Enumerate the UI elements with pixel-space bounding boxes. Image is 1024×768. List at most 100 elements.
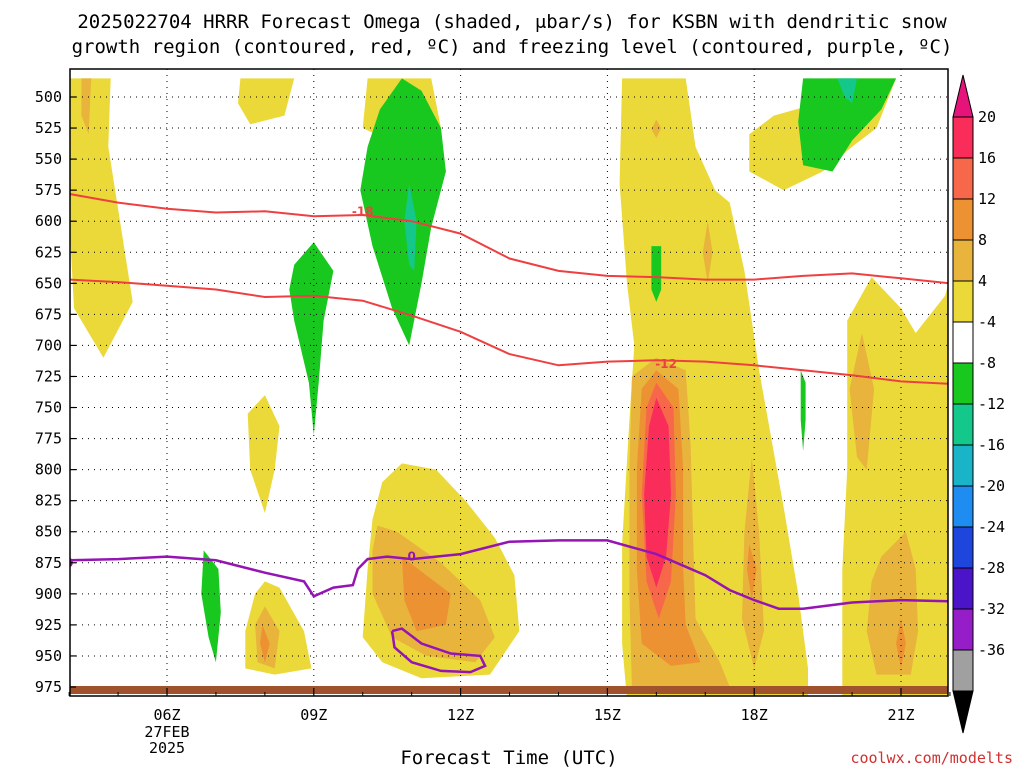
colorbar-label: -12 (978, 395, 1005, 413)
omega-region (81, 78, 92, 135)
colorbar-label: -16 (978, 436, 1005, 454)
omega-region (404, 183, 417, 271)
y-tick-label: 750 (35, 399, 62, 417)
ground-surface (70, 686, 948, 694)
contour-lines: -18-120 0 (70, 193, 948, 674)
y-tick-label: 800 (35, 461, 62, 479)
x-tick-label: 18Z (741, 706, 768, 724)
colorbar-label: -8 (978, 354, 996, 372)
plot-frame (69, 68, 949, 697)
colorbar-bottom-arrow (952, 690, 974, 734)
contour-label: -18 (352, 204, 374, 218)
colorbar-label: 16 (978, 149, 996, 167)
colorbar-label: 20 (978, 108, 996, 126)
y-tick-label: 825 (35, 492, 62, 510)
y-tick-label: 700 (35, 336, 62, 354)
dendritic-contour (70, 193, 948, 285)
colorbar-swatch (952, 403, 974, 446)
y-tick-label: 725 (35, 367, 62, 385)
omega-region (651, 119, 662, 138)
y-tick-label: 550 (35, 150, 62, 168)
omega-region (896, 618, 906, 669)
y-tick-label: 625 (35, 243, 62, 261)
colorbar-swatch (952, 444, 974, 487)
x-tick-label: 06Z (153, 706, 180, 724)
colorbar-label: -24 (978, 518, 1005, 536)
y-tick-label: 950 (35, 647, 62, 665)
colorbar-swatch (952, 649, 974, 692)
colorbar-swatch (952, 280, 974, 323)
colorbar-swatch (952, 362, 974, 405)
y-tick-label: 850 (35, 523, 62, 541)
freezing-level-contour (70, 539, 948, 610)
colorbar-swatch (952, 526, 974, 569)
freezing-level-contour (390, 627, 487, 674)
colorbar-label: -20 (978, 477, 1005, 495)
omega-region (289, 242, 334, 435)
y-tick-label: 875 (35, 554, 62, 572)
colorbar-swatch (952, 608, 974, 651)
omega-region (866, 531, 919, 675)
omega-region (800, 370, 806, 451)
omega-region (401, 556, 451, 632)
x-axis-title: Forecast Time (UTC) (400, 747, 617, 768)
x-tick-label: 09Z (300, 706, 327, 724)
dendritic-contour (70, 278, 948, 385)
x-tick-label: 15Z (594, 706, 621, 724)
omega-region (644, 397, 671, 588)
colorbar: 20 16 12 8 4 -4 -8 -12 -16 -20 -24 -28 -32 -36 (952, 74, 1005, 734)
omega-region (245, 581, 312, 675)
colorbar-swatch (952, 198, 974, 241)
y-tick-label: 775 (35, 430, 62, 448)
grid-lines (70, 69, 948, 696)
omega-shading (70, 78, 948, 696)
y-tick-label: 650 (35, 274, 62, 292)
colorbar-label: 4 (978, 272, 987, 290)
omega-region (746, 544, 757, 601)
omega-region (849, 333, 875, 470)
y-tick-label: 575 (35, 181, 62, 199)
omega-region (360, 78, 446, 346)
x-axis: 06Z 09Z 12Z 15Z 18Z 21Z (68, 688, 951, 724)
omega-region (247, 395, 280, 514)
colorbar-label: 12 (978, 190, 996, 208)
date-label-day: 27FEB (144, 723, 189, 741)
y-tick-label: 975 (35, 678, 62, 696)
x-tick-label: 12Z (447, 706, 474, 724)
omega-region (798, 78, 897, 172)
colorbar-swatch (952, 567, 974, 610)
omega-region (702, 221, 713, 284)
colorbar-swatch (952, 321, 974, 364)
y-tick-label: 675 (35, 305, 62, 323)
omega-region (70, 78, 133, 358)
colorbar-label: -4 (978, 313, 996, 331)
contour-label: -12 (655, 357, 677, 371)
omega-region (260, 624, 270, 663)
colorbar-swatch (952, 157, 974, 200)
colorbar-label: 8 (978, 231, 987, 249)
freezing-level-label: 0 (407, 550, 415, 564)
omega-region (837, 78, 857, 104)
colorbar-label: -32 (978, 600, 1005, 618)
colorbar-swatch (952, 239, 974, 282)
colorbar-label: -36 (978, 641, 1005, 659)
colorbar-label: -28 (978, 559, 1005, 577)
date-label-year: 2025 (149, 739, 185, 757)
chart-title-line2: growth region (contoured, red, ºC) and f… (72, 36, 953, 58)
y-tick-label: 600 (35, 212, 62, 230)
omega-region (201, 550, 221, 663)
chart-title-line1: 2025022704 HRRR Forecast Omega (shaded, … (77, 11, 947, 33)
omega-region (238, 78, 295, 125)
y-tick-label: 500 (35, 88, 62, 106)
omega-region (651, 246, 662, 302)
y-tick-label: 525 (35, 119, 62, 137)
colorbar-swatch (952, 485, 974, 528)
y-axis: 500 525 550 575 600 625 650 675 700 725 750 775 800 8… (35, 88, 76, 696)
watermark: coolwx.com/modelts (850, 749, 1013, 767)
y-tick-label: 900 (35, 585, 62, 603)
x-tick-label: 21Z (887, 706, 914, 724)
colorbar-top-arrow (952, 74, 974, 118)
colorbar-swatch (952, 116, 974, 159)
y-tick-label: 925 (35, 616, 62, 634)
